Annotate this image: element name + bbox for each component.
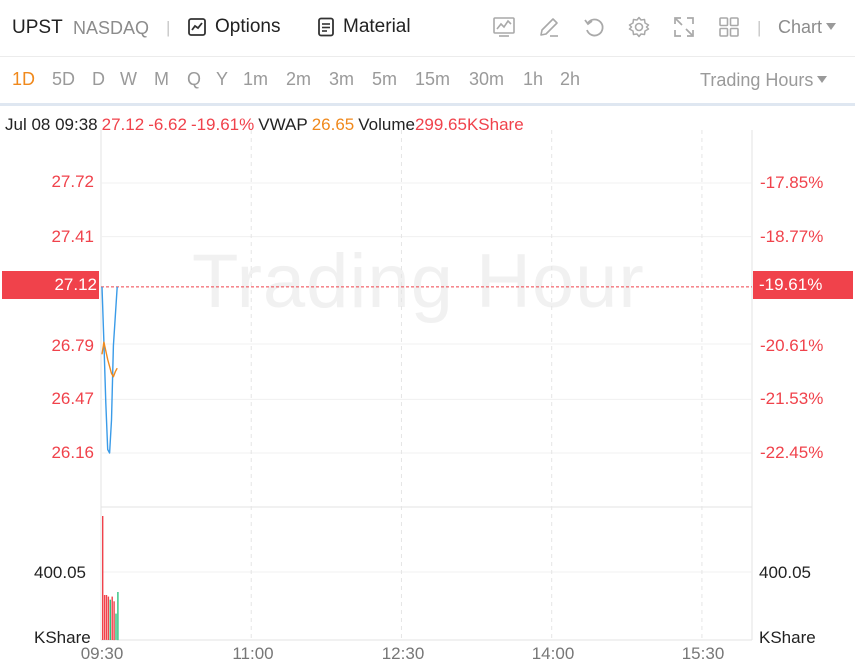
- period-3m[interactable]: 3m: [329, 69, 355, 89]
- document-icon: [318, 17, 334, 37]
- toolbar-divider-right: |: [757, 18, 762, 37]
- settings-icon[interactable]: [627, 15, 651, 39]
- time-tick: 15:30: [681, 644, 725, 663]
- vwap-label: VWAP: [258, 115, 308, 134]
- price-series-line: [101, 286, 118, 454]
- chart-toolbar: UPST NASDAQ | Options Material: [0, 0, 855, 57]
- volume-bar: [113, 601, 115, 641]
- chart-grid: [100, 130, 753, 641]
- volume-bar: [109, 599, 111, 640]
- volume-bar: [107, 596, 110, 640]
- period-30m[interactable]: 30m: [469, 69, 505, 89]
- period-1h[interactable]: 1h: [523, 69, 544, 89]
- options-button[interactable]: Options: [187, 16, 280, 38]
- pct-tick-right: -21.53%: [760, 389, 824, 408]
- volume-unit-left: KShare: [34, 628, 91, 647]
- price-tick-left: 26.47: [51, 389, 94, 408]
- quote-price: 27.12: [101, 115, 145, 134]
- chevron-down-icon: [817, 76, 828, 83]
- volume-bar: [102, 516, 104, 640]
- period-bar: 1D 5D D W M Q Y 1m 2m 3m 5m 15m 30m 1h 2…: [0, 57, 855, 106]
- vwap-series-line: [101, 341, 118, 378]
- volume-bar: [103, 595, 106, 640]
- volume-bar: [117, 592, 119, 641]
- indicator-icon[interactable]: [492, 15, 516, 39]
- period-5d[interactable]: 5D: [52, 69, 76, 89]
- options-label: Options: [215, 16, 281, 37]
- quote-datetime: Jul 08 09:38: [5, 115, 98, 134]
- volume-bars: [102, 516, 119, 641]
- price-tick-left: 26.79: [51, 336, 94, 355]
- trading-hours-label: Trading Hours: [700, 70, 814, 90]
- chevron-down-icon: [826, 23, 837, 30]
- volume-bar: [115, 613, 117, 640]
- fullscreen-icon[interactable]: [672, 15, 696, 39]
- current-price-tag: 27.12: [2, 271, 99, 299]
- period-q[interactable]: Q: [187, 69, 202, 89]
- current-pct-tag: -19.61%: [753, 271, 853, 299]
- volume-bar: [111, 596, 113, 640]
- pct-tick-right: -18.77%: [760, 227, 824, 246]
- quote-change: -6.62: [148, 115, 187, 134]
- period-5m[interactable]: 5m: [372, 69, 398, 89]
- vwap-value: 26.65: [311, 115, 355, 134]
- period-y[interactable]: Y: [216, 69, 229, 89]
- options-chart-icon: [188, 18, 206, 36]
- pct-tick-right: -20.61%: [760, 336, 824, 355]
- quote-change-pct: -19.61%: [190, 115, 255, 134]
- period-2m[interactable]: 2m: [286, 69, 312, 89]
- volume-label: Volume: [358, 115, 415, 134]
- volume-tick-left: 400.05: [34, 563, 86, 582]
- chart-type-dropdown[interactable]: Chart: [778, 17, 837, 38]
- pct-tick-right: -17.85%: [760, 173, 824, 192]
- price-tick-left: 27.41: [51, 227, 94, 246]
- exchange-label: NASDAQ: [73, 18, 150, 38]
- material-label: Material: [343, 16, 411, 37]
- volume-tick-right: 400.05: [759, 563, 811, 582]
- period-2h[interactable]: 2h: [560, 69, 581, 89]
- period-1d[interactable]: 1D: [12, 69, 36, 89]
- refresh-icon[interactable]: [582, 15, 606, 39]
- toolbar-divider: |: [166, 18, 171, 37]
- period-1m[interactable]: 1m: [243, 69, 269, 89]
- material-button[interactable]: Material: [317, 16, 411, 38]
- layout-icon[interactable]: [717, 15, 741, 39]
- time-tick: 09:30: [80, 644, 124, 663]
- quote-info-line: Jul 08 09:38 27.12 -6.62 -19.61% VWAP 26.65 Vo…: [5, 115, 528, 135]
- volume-unit-right: KShare: [759, 628, 816, 647]
- pct-tick-right: -22.45%: [760, 443, 824, 462]
- period-d[interactable]: D: [92, 69, 105, 89]
- time-tick: 11:00: [232, 644, 274, 663]
- volume-bar: [105, 595, 108, 640]
- ticker-symbol: UPST: [12, 17, 63, 38]
- time-tick: 12:30: [381, 644, 425, 663]
- trading-hours-dropdown[interactable]: Trading Hours: [700, 70, 828, 91]
- price-lines: [101, 286, 118, 454]
- chart-type-label: Chart: [778, 17, 823, 37]
- price-tick-left: 26.16: [51, 443, 94, 462]
- volume-value: 299.65KShare: [414, 115, 524, 134]
- trading-hour-watermark: Trading Hour: [192, 239, 645, 324]
- time-tick: 14:00: [531, 644, 575, 663]
- period-m[interactable]: M: [154, 69, 169, 89]
- price-tick-left: 27.72: [51, 172, 94, 191]
- draw-icon[interactable]: [537, 15, 561, 39]
- period-15m[interactable]: 15m: [415, 69, 451, 89]
- period-w[interactable]: W: [120, 69, 137, 89]
